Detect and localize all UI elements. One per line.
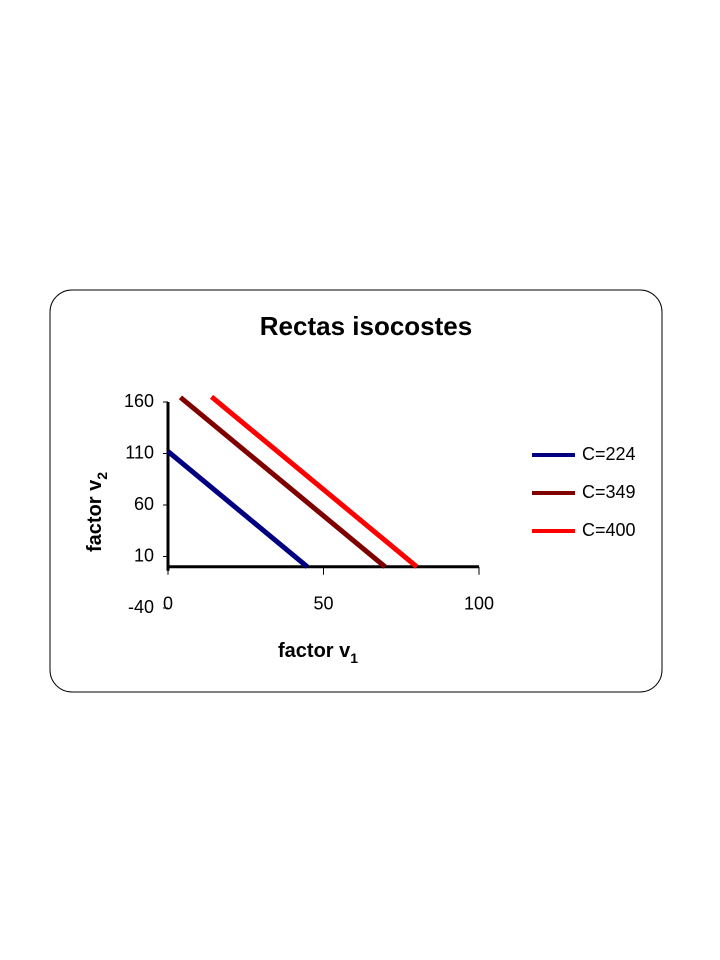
legend-label: C=349 (582, 482, 636, 502)
chart-title: Rectas isocostes (260, 311, 472, 341)
x-axis-label-main: factor v (278, 640, 351, 662)
x-tick-label: 100 (464, 594, 494, 614)
x-tick-label: 0 (163, 594, 173, 614)
y-tick-label: 160 (124, 391, 154, 411)
chart-frame (49, 289, 663, 693)
x-axis-label-sub: 1 (350, 650, 358, 666)
y-tick-label: 60 (134, 494, 154, 514)
legend-label: C=224 (582, 444, 636, 464)
series-line (178, 395, 387, 569)
y-axis-label-main: factor v (84, 479, 106, 552)
legend-label: C=400 (582, 520, 636, 540)
y-tick-label: -40 (128, 597, 154, 617)
series-line (209, 394, 419, 569)
y-tick-label: 110 (125, 442, 154, 462)
x-axis-label: factor v1 (278, 640, 358, 665)
y-axis-label: factor v2 (84, 472, 109, 552)
x-tick-label: 50 (313, 594, 333, 614)
y-tick-label: 10 (134, 545, 154, 565)
y-axis-label-sub: 2 (94, 472, 110, 480)
series-line (166, 449, 309, 569)
